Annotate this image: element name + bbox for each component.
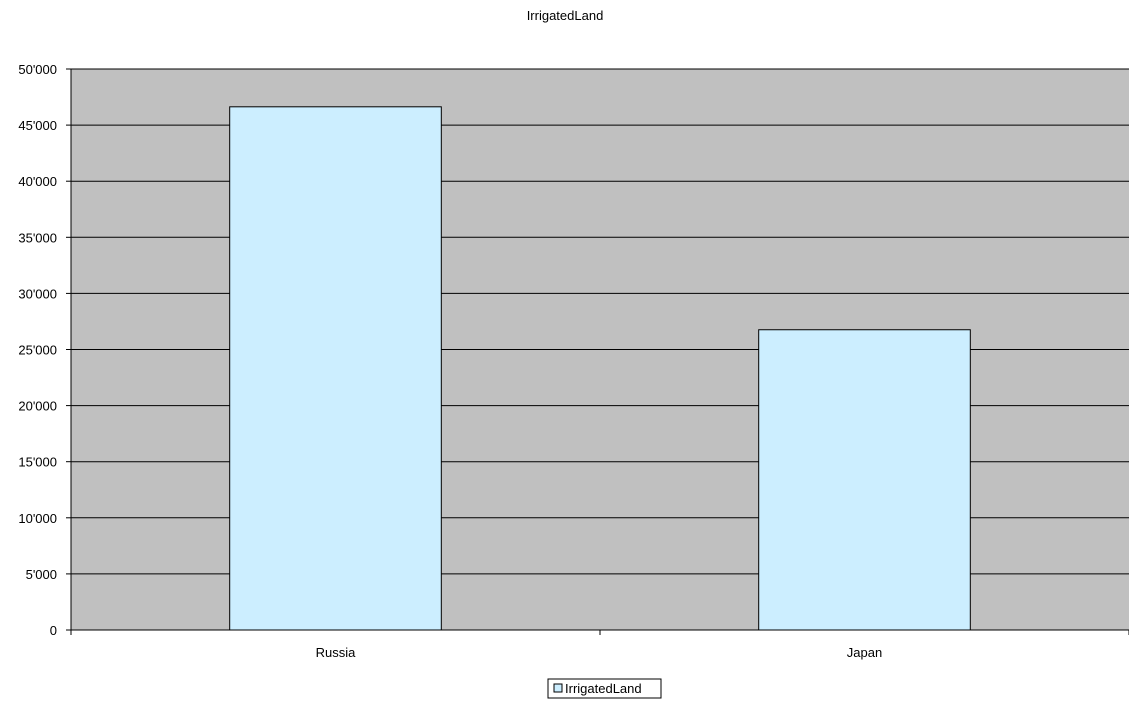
bar-russia xyxy=(229,106,442,631)
legend-box xyxy=(547,678,662,699)
y-tick-label: 25'000 xyxy=(18,343,57,358)
y-tick-label: 0 xyxy=(50,623,57,638)
legend: IrrigatedLand xyxy=(547,678,662,699)
chart-title: IrrigatedLand xyxy=(527,8,604,23)
y-tick-label: 35'000 xyxy=(18,230,57,245)
y-tick-label: 40'000 xyxy=(18,174,57,189)
y-tick-label: 30'000 xyxy=(18,286,57,301)
bars xyxy=(229,106,971,631)
bar-japan xyxy=(758,329,971,631)
y-tick-label: 10'000 xyxy=(18,511,57,526)
x-axis: Russia Japan xyxy=(70,629,1129,660)
y-tick-label: 50'000 xyxy=(18,62,57,77)
x-tick-label: Japan xyxy=(847,645,882,660)
x-tick-label: Russia xyxy=(316,645,357,660)
legend-label: IrrigatedLand xyxy=(565,681,642,696)
y-tick-label: 20'000 xyxy=(18,399,57,414)
y-tick-label: 15'000 xyxy=(18,455,57,470)
y-axis: 0 5'000 10'000 15'000 20'000 25'000 30'000 35'0… xyxy=(18,62,72,638)
y-tick-label: 5'000 xyxy=(26,567,57,582)
y-tick-label: 45'000 xyxy=(18,118,57,133)
legend-swatch xyxy=(553,683,563,693)
